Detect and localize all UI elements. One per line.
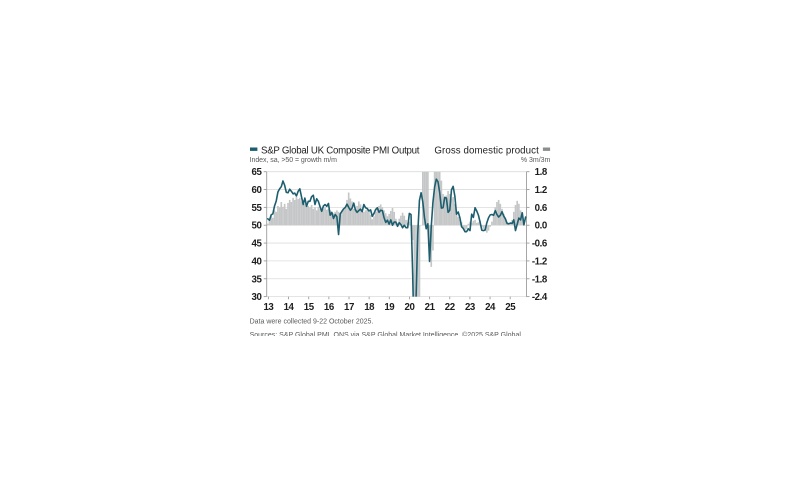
svg-text:Index, sa, >50 = growth m/m: Index, sa, >50 = growth m/m <box>250 157 338 164</box>
svg-text:-1.2: -1.2 <box>532 256 547 267</box>
svg-text:30: 30 <box>252 292 262 303</box>
svg-text:1.2: 1.2 <box>535 185 547 196</box>
svg-text:Data were collected 9-22 Octob: Data were collected 9-22 October 2025. <box>250 319 374 326</box>
svg-text:50: 50 <box>252 221 262 232</box>
svg-text:35: 35 <box>252 274 263 285</box>
svg-text:22: 22 <box>445 302 455 313</box>
svg-text:13: 13 <box>263 302 274 313</box>
svg-text:16: 16 <box>324 302 335 313</box>
svg-text:17: 17 <box>344 302 354 313</box>
svg-text:14: 14 <box>284 302 295 313</box>
svg-text:24: 24 <box>485 302 496 313</box>
svg-text:19: 19 <box>384 302 395 313</box>
svg-text:-2.4: -2.4 <box>532 292 548 303</box>
svg-text:Sources: S&P Global PMI, ONS v: Sources: S&P Global PMI, ONS via S&P Glo… <box>250 331 522 336</box>
svg-text:65: 65 <box>252 167 263 178</box>
svg-text:45: 45 <box>252 239 263 250</box>
svg-text:40: 40 <box>252 256 262 267</box>
svg-text:0.6: 0.6 <box>535 203 548 214</box>
svg-text:% 3m/3m: % 3m/3m <box>521 157 551 164</box>
svg-text:20: 20 <box>405 302 415 313</box>
svg-text:S&P Global UK Composite PMI Ou: S&P Global UK Composite PMI Output <box>261 146 420 157</box>
svg-text:60: 60 <box>252 185 262 196</box>
svg-text:55: 55 <box>252 203 263 214</box>
svg-text:-1.8: -1.8 <box>532 274 548 285</box>
svg-text:0.0: 0.0 <box>535 221 547 232</box>
svg-text:18: 18 <box>364 302 375 313</box>
svg-text:Gross domestic product: Gross domestic product <box>434 146 539 157</box>
svg-text:15: 15 <box>304 302 315 313</box>
svg-text:-0.6: -0.6 <box>532 239 548 250</box>
svg-text:25: 25 <box>505 302 516 313</box>
svg-text:21: 21 <box>425 302 436 313</box>
svg-text:1.8: 1.8 <box>535 167 548 178</box>
svg-text:23: 23 <box>465 302 476 313</box>
